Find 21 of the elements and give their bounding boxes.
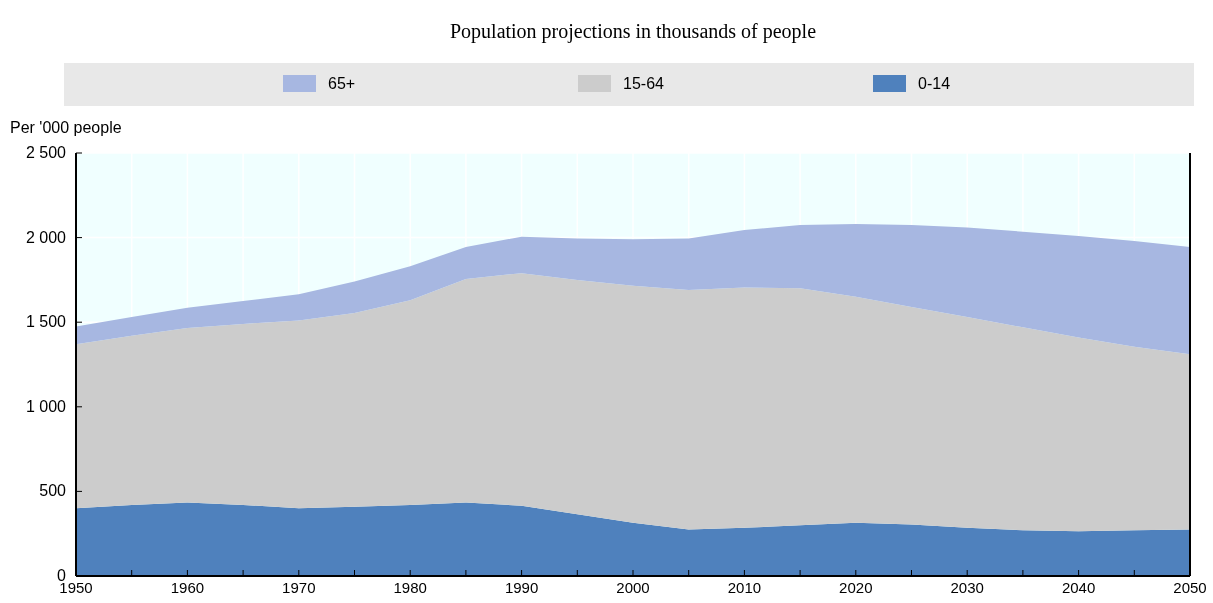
y-tick-label: 500 xyxy=(39,482,67,500)
x-tick-label: 1960 xyxy=(170,579,205,596)
chart-title: Population projections in thousands of people xyxy=(449,20,817,43)
x-tick-label: 2000 xyxy=(616,579,650,596)
x-tick-label: 2040 xyxy=(1061,579,1096,596)
legend-label: 15-64 xyxy=(623,75,665,92)
legend-label: 65+ xyxy=(328,75,356,92)
x-tick-label: 2030 xyxy=(950,579,984,596)
x-tick-label: 1970 xyxy=(282,579,316,596)
y-tick-label: 0 xyxy=(57,567,67,584)
y-tick-label: 2 500 xyxy=(25,144,67,161)
x-tick-label: 2050 xyxy=(1173,579,1207,596)
y-axis-title: Per '000 people xyxy=(10,119,122,136)
y-tick-label: 1 500 xyxy=(25,313,67,331)
x-tick-label: 2010 xyxy=(727,579,762,596)
y-tick-label: 2 000 xyxy=(25,228,67,246)
x-tick-label: 2020 xyxy=(839,579,873,596)
x-tick-label: 1980 xyxy=(393,579,427,596)
legend-label: 0-14 xyxy=(918,75,951,92)
x-tick-label: 1990 xyxy=(504,579,539,596)
y-tick-label: 1 000 xyxy=(25,397,67,415)
